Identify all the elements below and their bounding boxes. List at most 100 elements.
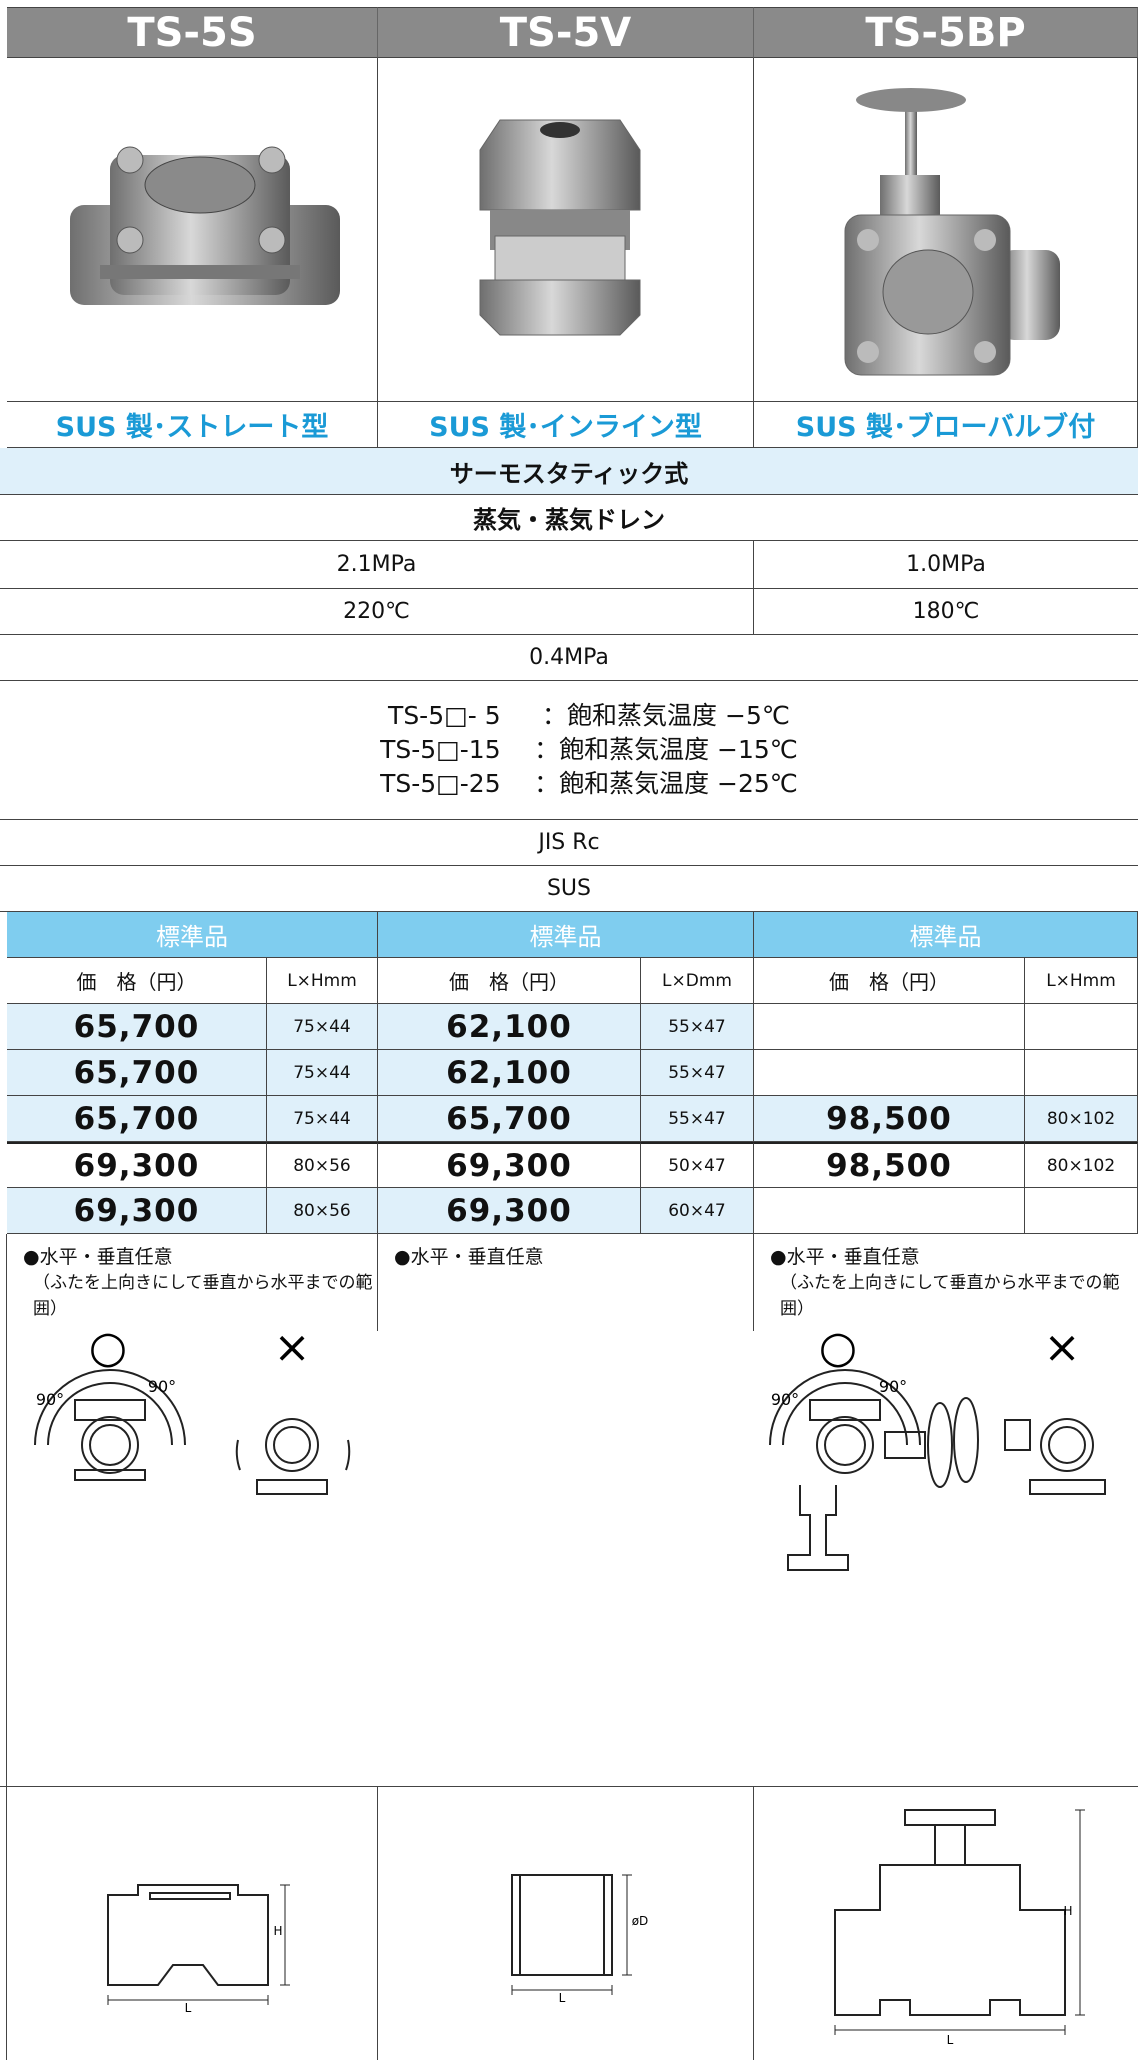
sm: L×Dmm bbox=[641, 958, 754, 1004]
dim-label: H bbox=[1063, 1904, 1072, 1918]
angle-label: 90° bbox=[771, 1390, 799, 1409]
price: 98,500 bbox=[754, 1142, 1025, 1188]
dimension-drawings bbox=[107, 1809, 1085, 2035]
price: 98,500 bbox=[754, 1096, 1025, 1142]
sm bbox=[1025, 1050, 1138, 1096]
sm bbox=[1025, 1004, 1138, 1050]
grp: 標準品 bbox=[378, 912, 754, 958]
code: TS-5□-25 bbox=[380, 769, 501, 798]
photo-ts5bp bbox=[844, 88, 1060, 376]
dim-label: L bbox=[185, 2001, 192, 2015]
orientation-mark: ○ bbox=[819, 1322, 857, 1373]
price: 65,700 bbox=[378, 1096, 641, 1142]
sub: SUS 製･インライン型 bbox=[378, 402, 754, 448]
hd: 価 格（円） bbox=[378, 958, 641, 1004]
price: 65,700 bbox=[7, 1004, 267, 1050]
price: 69,300 bbox=[7, 1188, 267, 1234]
set-temp: TS-5□-25 ：飽和蒸気温度 −25℃ bbox=[380, 767, 798, 801]
sm: 80×56 bbox=[267, 1188, 378, 1234]
sm: 75×44 bbox=[267, 1096, 378, 1142]
sm: 55×47 bbox=[641, 1050, 754, 1096]
note: ●水平・垂直任意 （ふたを上向きにして垂直から水平までの範囲） bbox=[770, 1244, 1134, 1322]
dim-label: L bbox=[947, 2033, 954, 2047]
grp: 標準品 bbox=[754, 912, 1138, 958]
orientation-mark: × bbox=[1044, 1322, 1081, 1373]
val: 220℃ bbox=[0, 589, 754, 635]
note-title: ●水平・垂直任意 bbox=[394, 1246, 544, 1268]
dim-label: H bbox=[273, 1924, 282, 1938]
set-temp: TS-5□- 5 ：飽和蒸気温度 −5℃ bbox=[388, 699, 790, 733]
sm: 80×102 bbox=[1025, 1142, 1138, 1188]
h: TS-5S bbox=[7, 7, 378, 58]
val: JIS Rc bbox=[0, 820, 1138, 866]
dim-label: L bbox=[559, 1991, 566, 2005]
photo-ts5s bbox=[70, 146, 340, 305]
note-title: ●水平・垂直任意 bbox=[770, 1246, 920, 1268]
sm: 80×56 bbox=[267, 1142, 378, 1188]
angle-label: 90° bbox=[148, 1377, 176, 1396]
sm: 75×44 bbox=[267, 1050, 378, 1096]
price: 62,100 bbox=[378, 1004, 641, 1050]
note-detail: （ふたを上向きにして垂直から水平までの範囲） bbox=[33, 1273, 373, 1319]
divider bbox=[377, 1787, 378, 2060]
price bbox=[754, 1004, 1025, 1050]
note-title: ●水平・垂直任意 bbox=[23, 1246, 173, 1268]
bold: 蒸気・蒸気ドレン bbox=[0, 495, 1138, 541]
dim-label: øD bbox=[632, 1914, 649, 1928]
price: 69,300 bbox=[378, 1142, 641, 1188]
code: TS-5□-15 bbox=[380, 735, 501, 764]
sm: L×Hmm bbox=[1025, 958, 1138, 1004]
sm: 55×47 bbox=[641, 1004, 754, 1050]
orientation-diagrams bbox=[30, 1365, 1106, 1571]
sm: 80×102 bbox=[1025, 1096, 1138, 1142]
photo bbox=[754, 58, 1138, 402]
price: 65,700 bbox=[7, 1096, 267, 1142]
desc: ：飽和蒸気温度 −15℃ bbox=[534, 735, 798, 764]
val: 2.1MPa bbox=[0, 541, 754, 589]
sm: 60×47 bbox=[641, 1188, 754, 1234]
divider bbox=[6, 1234, 7, 2060]
lb: サーモスタティック式 bbox=[0, 448, 1138, 495]
hd: 価 格（円） bbox=[7, 958, 267, 1004]
divider bbox=[0, 1786, 1138, 1787]
sm: 75×44 bbox=[267, 1004, 378, 1050]
price: 62,100 bbox=[378, 1050, 641, 1096]
desc: ：飽和蒸気温度 −25℃ bbox=[534, 769, 798, 798]
photo bbox=[7, 58, 378, 402]
val: SUS bbox=[0, 866, 1138, 912]
divider bbox=[753, 1234, 754, 1331]
price: 65,700 bbox=[7, 1050, 267, 1096]
sm: 50×47 bbox=[641, 1142, 754, 1188]
orientation-mark: × bbox=[274, 1322, 311, 1373]
price: 69,300 bbox=[378, 1188, 641, 1234]
set-temp: TS-5□-15 ：飽和蒸気温度 −15℃ bbox=[380, 733, 798, 767]
code: TS-5□- 5 bbox=[388, 701, 501, 730]
note: ●水平・垂直任意 （ふたを上向きにして垂直から水平までの範囲） bbox=[23, 1244, 374, 1322]
sm: L×Hmm bbox=[267, 958, 378, 1004]
price bbox=[754, 1188, 1025, 1234]
angle-label: 90° bbox=[36, 1390, 64, 1409]
sub: SUS 製･ストレート型 bbox=[7, 402, 378, 448]
photo-ts5v bbox=[479, 119, 641, 336]
photo bbox=[378, 58, 754, 402]
note: ●水平・垂直任意 bbox=[394, 1244, 750, 1270]
h: TS-5V bbox=[378, 7, 754, 58]
set-temps: TS-5□- 5 ：飽和蒸気温度 −5℃ TS-5□-15 ：飽和蒸気温度 −15℃ T… bbox=[0, 681, 1138, 820]
val: 0.4MPa bbox=[0, 635, 1138, 681]
grp: 標準品 bbox=[7, 912, 378, 958]
val: 180℃ bbox=[754, 589, 1138, 635]
sub: SUS 製･ブローバルブ付 bbox=[754, 402, 1138, 448]
price: 69,300 bbox=[7, 1142, 267, 1188]
sm bbox=[1025, 1188, 1138, 1234]
divider bbox=[377, 1234, 378, 1331]
h: TS-5BP bbox=[754, 7, 1138, 58]
sm: 55×47 bbox=[641, 1096, 754, 1142]
desc: ：飽和蒸気温度 −5℃ bbox=[542, 701, 790, 730]
angle-label: 90° bbox=[879, 1377, 907, 1396]
hd: 価 格（円） bbox=[754, 958, 1025, 1004]
note-detail: （ふたを上向きにして垂直から水平までの範囲） bbox=[780, 1273, 1120, 1319]
price bbox=[754, 1050, 1025, 1096]
val: 1.0MPa bbox=[754, 541, 1138, 589]
